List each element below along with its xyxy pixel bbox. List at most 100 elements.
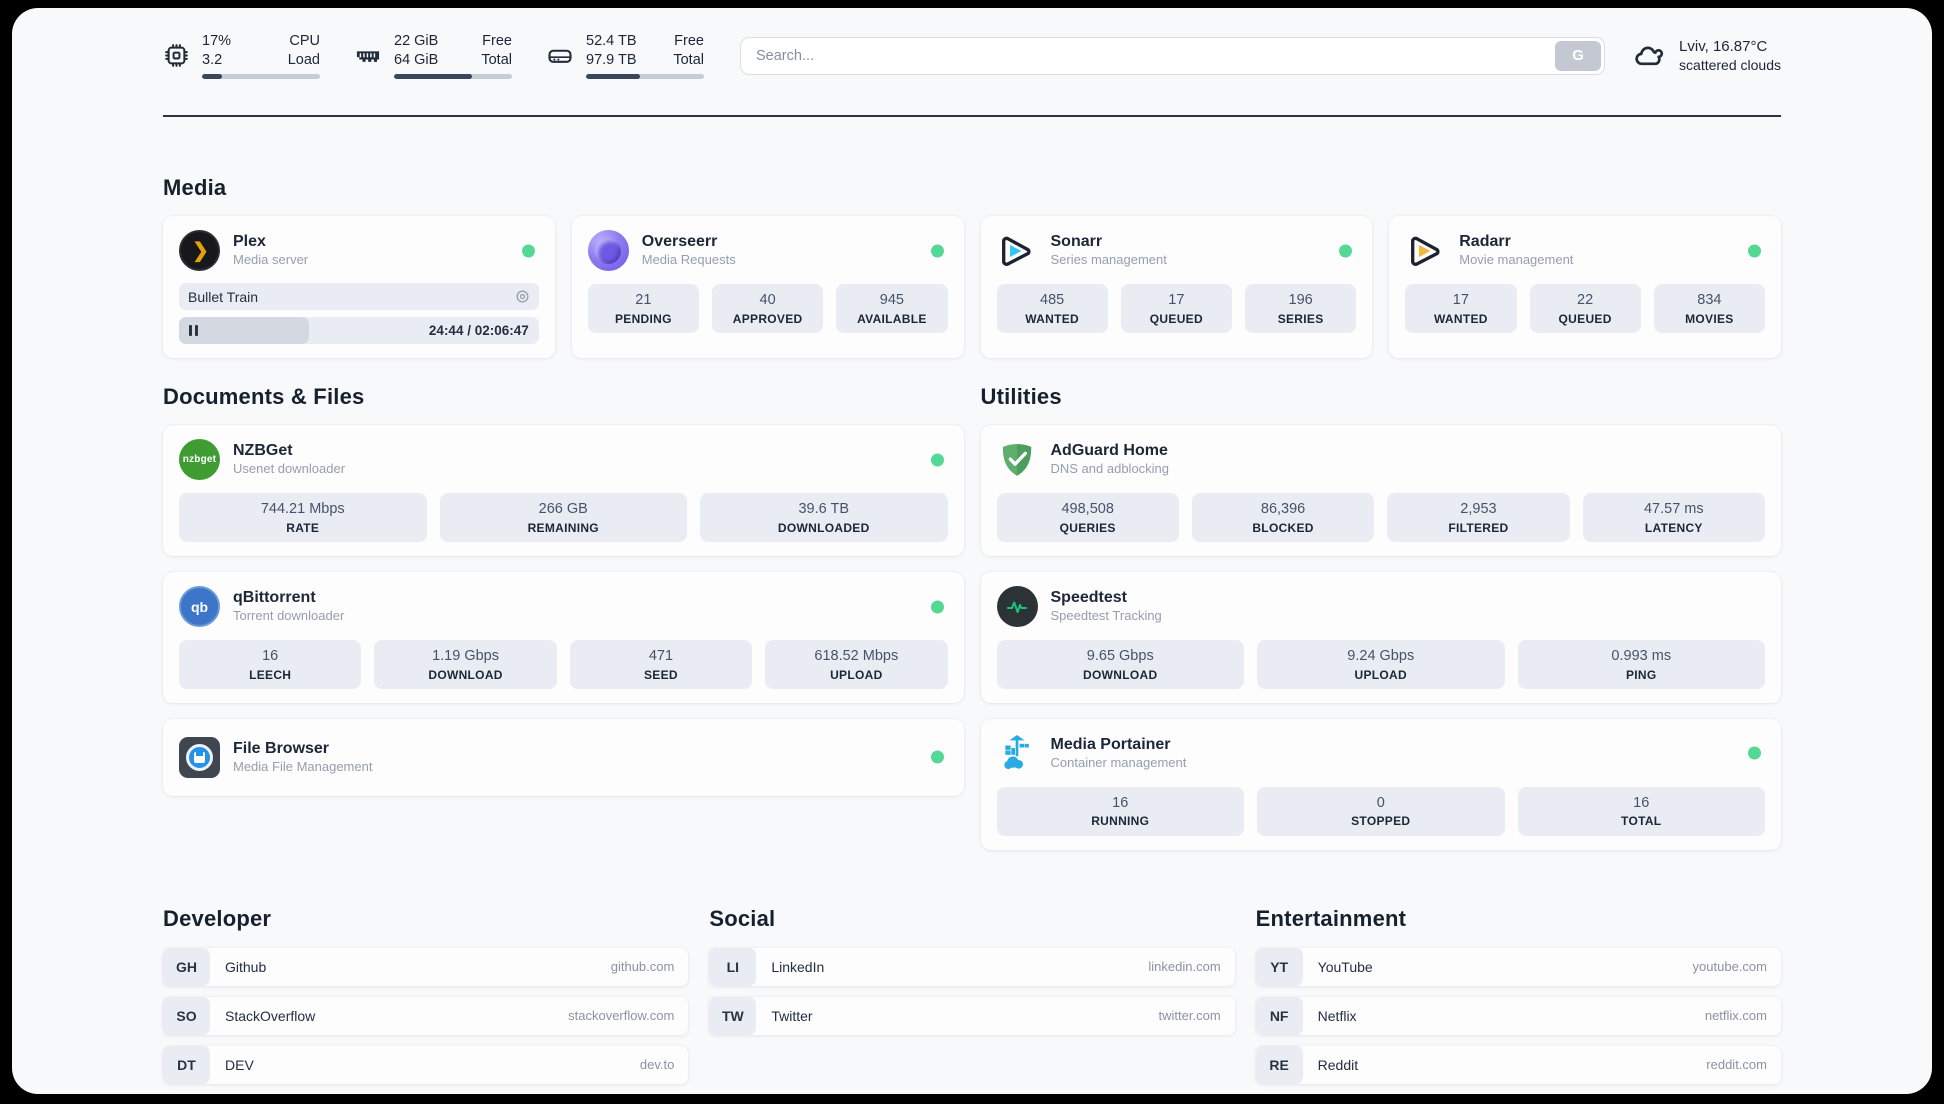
adguard-app-icon	[997, 439, 1038, 480]
adguard-card[interactable]: AdGuard Home DNS and adblocking 498,508 …	[980, 425, 1781, 556]
overseerr-status-dot	[930, 244, 944, 258]
stat-pending: 21 PENDING	[587, 284, 699, 333]
cpu-chip-icon	[163, 42, 190, 69]
cpu-label-1: CPU	[289, 33, 320, 49]
search-engine-button[interactable]: G	[1555, 40, 1602, 71]
sonarr-title: Sonarr	[1050, 233, 1103, 251]
radarr-subtitle: Movie management	[1459, 252, 1574, 268]
disk-total-value: 97.9 TB	[586, 52, 637, 69]
header-divider	[163, 115, 1781, 118]
ram-progress-bar	[394, 74, 512, 80]
section-title-media: Media	[163, 175, 227, 201]
social-section: Social LI LinkedIn linkedin.com TW Twitt…	[709, 906, 1235, 1084]
weather-location-temp: Lviv, 16.87°C	[1679, 37, 1768, 55]
utilities-column: Utilities AdGu	[980, 384, 1781, 850]
ram-free-value: 22 GiB	[394, 33, 439, 49]
bookmark-reddit[interactable]: RE Reddit reddit.com	[1255, 1045, 1781, 1084]
github-badge: GH	[163, 947, 210, 986]
developer-section: Developer GH Github github.com SO StackO…	[163, 906, 689, 1084]
stat-upload: 9.24 Gbps UPLOAD	[1257, 640, 1505, 689]
stat-stopped: 0 STOPPED	[1257, 786, 1505, 836]
stat-approved: 40 APPROVED	[712, 284, 824, 333]
nzbget-title: NZBGet	[233, 442, 293, 460]
plex-status-dot	[521, 244, 535, 258]
plex-playback-time: 24:44 / 02:06:47	[428, 323, 529, 339]
dev-badge: DT	[163, 1045, 210, 1084]
stat-total: 16 TOTAL	[1517, 786, 1765, 836]
stat-available: 945 AVAILABLE	[836, 284, 948, 333]
qbittorrent-app-icon: qb	[179, 586, 220, 627]
netflix-badge: NF	[1255, 996, 1303, 1035]
disk-label-2: Total	[673, 52, 704, 69]
stat-latency: 47.57 ms LATENCY	[1582, 493, 1765, 542]
disk-widget: 52.4 TB 97.9 TB Free Total	[546, 32, 704, 80]
stat-filtered: 2,953 FILTERED	[1387, 493, 1570, 542]
ram-label-1: Free	[482, 33, 512, 49]
linkedin-badge: LI	[709, 947, 757, 986]
qbittorrent-subtitle: Torrent downloader	[233, 608, 345, 624]
overseerr-card[interactable]: Overseerr Media Requests 21 PENDING 40 A…	[571, 216, 964, 359]
stackoverflow-badge: SO	[163, 996, 210, 1035]
portainer-card[interactable]: Media Portainer Container management 16 …	[980, 718, 1781, 850]
bookmark-dev[interactable]: DT DEV dev.to	[163, 1045, 689, 1084]
bookmark-github[interactable]: GH Github github.com	[163, 947, 689, 986]
radarr-status-dot	[1748, 244, 1761, 258]
stat-ping: 0.993 ms PING	[1517, 640, 1765, 689]
stat-downloaded: 39.6 TB DOWNLOADED	[700, 493, 948, 542]
stat-upload: 618.52 Mbps UPLOAD	[765, 640, 948, 689]
ram-total-value: 64 GiB	[394, 52, 439, 69]
twitter-badge: TW	[709, 996, 757, 1035]
plex-now-playing-row: Bullet Train	[179, 283, 539, 311]
stat-seed: 471 SEED	[569, 640, 753, 689]
filebrowser-card[interactable]: File Browser Media File Management	[163, 718, 964, 796]
stat-leech: 16 LEECH	[179, 640, 362, 689]
stat-remaining: 266 GB REMAINING	[439, 493, 687, 542]
adguard-subtitle: DNS and adblocking	[1050, 461, 1170, 477]
radarr-title: Radarr	[1459, 233, 1511, 251]
qbittorrent-title: qBittorrent	[233, 589, 316, 607]
plex-title: Plex	[233, 233, 266, 251]
pause-icon[interactable]	[179, 317, 309, 345]
plex-card[interactable]: ❯ Plex Media server Bullet Train	[163, 216, 555, 359]
stat-blocked: 86,396 BLOCKED	[1191, 493, 1375, 542]
stat-wanted: 17 WANTED	[1405, 284, 1517, 333]
bookmark-linkedin[interactable]: LI LinkedIn linkedin.com	[709, 947, 1235, 986]
live-session-icon[interactable]	[515, 289, 530, 304]
stat-wanted: 485 WANTED	[996, 284, 1108, 333]
reddit-badge: RE	[1255, 1045, 1303, 1084]
sonarr-app-icon	[997, 230, 1038, 271]
bookmark-twitter[interactable]: TW Twitter twitter.com	[709, 996, 1235, 1035]
plex-playback-row: 24:44 / 02:06:47	[179, 317, 539, 345]
bookmark-netflix[interactable]: NF Netflix netflix.com	[1255, 996, 1781, 1035]
plex-now-playing-title: Bullet Train	[188, 288, 259, 305]
nzbget-card[interactable]: nzbget NZBGet Usenet downloader 744.21 M…	[163, 425, 964, 556]
sonarr-card[interactable]: Sonarr Series management 485 WANTED 17 Q…	[980, 216, 1373, 359]
bookmark-youtube[interactable]: YT YouTube youtube.com	[1255, 947, 1781, 986]
filebrowser-app-icon	[179, 736, 220, 778]
nzbget-app-icon: nzbget	[179, 439, 220, 481]
portainer-status-dot	[1748, 746, 1761, 760]
plex-subtitle: Media server	[233, 252, 309, 268]
cpu-load-value: 3.2	[202, 52, 223, 69]
qbittorrent-card[interactable]: qb qBittorrent Torrent downloader 16	[163, 572, 964, 703]
speedtest-card[interactable]: Speedtest Speedtest Tracking 9.65 Gbps D…	[980, 572, 1781, 703]
search-bar: G	[740, 36, 1606, 75]
section-title-entertainment: Entertainment	[1255, 905, 1407, 931]
bookmark-stackoverflow[interactable]: SO StackOverflow stackoverflow.com	[163, 996, 689, 1035]
qbittorrent-status-dot	[930, 600, 944, 613]
scattered-clouds-icon	[1633, 39, 1667, 73]
overseerr-subtitle: Media Requests	[641, 252, 736, 268]
search-input[interactable]	[744, 47, 1556, 64]
entertainment-section: Entertainment YT YouTube youtube.com NF …	[1255, 905, 1781, 1084]
nzbget-subtitle: Usenet downloader	[233, 461, 346, 477]
disk-label-1: Free	[674, 33, 704, 49]
cpu-label-2: Load	[287, 52, 320, 69]
radarr-app-icon	[1405, 230, 1446, 271]
documents-column: Documents & Files nzbget NZBGet Usenet d…	[163, 384, 964, 849]
section-title-utilities: Utilities	[980, 384, 1062, 410]
weather-widget: Lviv, 16.87°C scattered clouds	[1633, 37, 1781, 75]
sonarr-subtitle: Series management	[1050, 252, 1167, 268]
radarr-card[interactable]: Radarr Movie management 17 WANTED 22 QUE…	[1389, 216, 1781, 359]
stat-running: 16 RUNNING	[996, 786, 1244, 836]
sonarr-status-dot	[1339, 244, 1353, 258]
